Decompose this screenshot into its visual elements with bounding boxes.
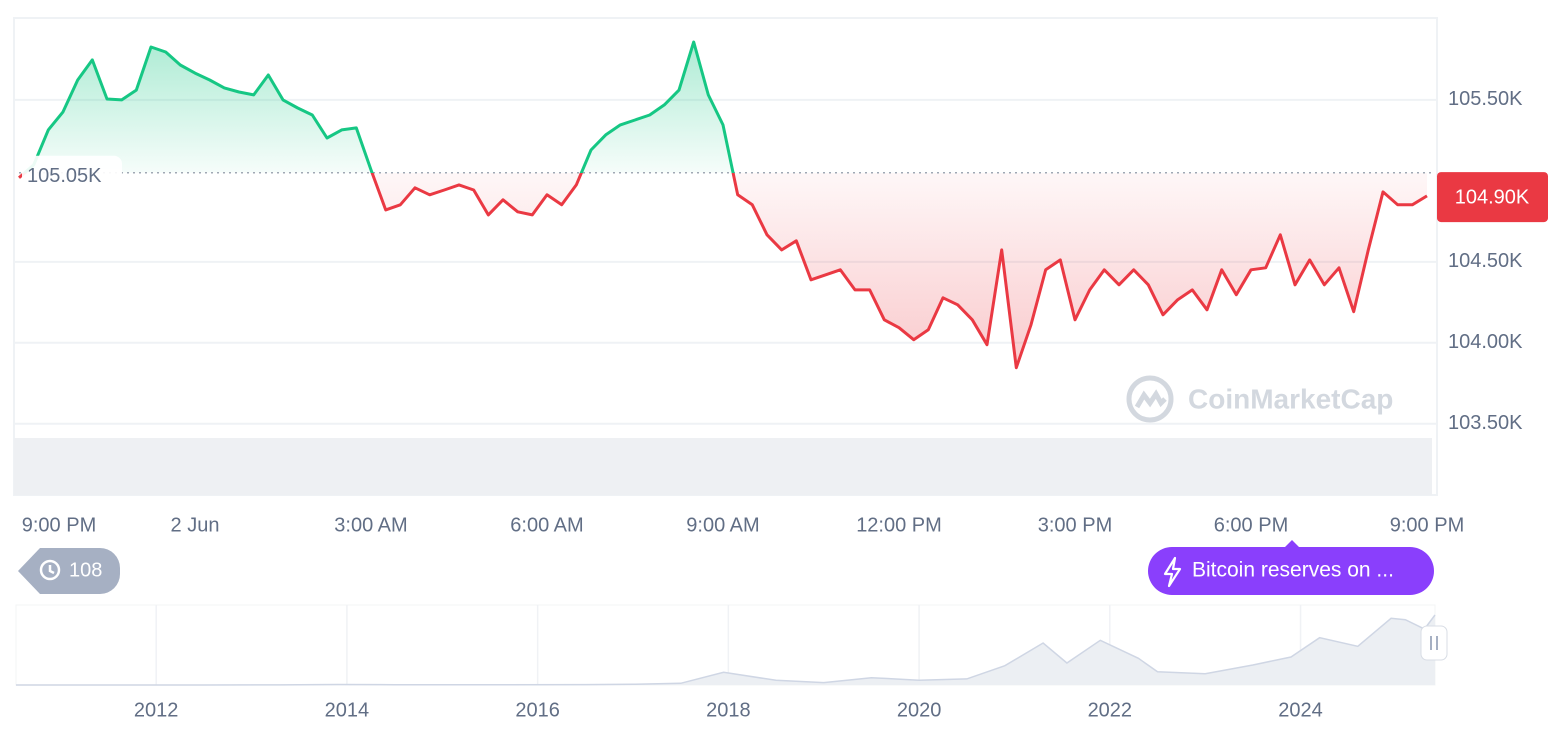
- watermark-logo: [1126, 375, 1174, 423]
- price-line: [18, 40, 1428, 370]
- nav-x-tick-label: 2022: [1088, 699, 1133, 721]
- events-count: 108: [69, 559, 102, 581]
- nav-area: [16, 615, 1435, 685]
- news-pill[interactable]: Bitcoin reserves on ...: [1148, 540, 1434, 595]
- y-tick-label: 105.50K: [1448, 88, 1523, 110]
- nav-x-tick-label: 2012: [134, 699, 179, 721]
- x-tick-label: 9:00 AM: [686, 514, 759, 536]
- y-tick-label: 104.50K: [1448, 250, 1523, 272]
- nav-x-tick-label: 2018: [706, 699, 751, 721]
- nav-x-tick-label: 2020: [897, 699, 942, 721]
- nav-x-tick-label: 2014: [325, 699, 370, 721]
- navigator-handle[interactable]: [1420, 625, 1448, 661]
- y-tick-label: 103.50K: [1448, 412, 1523, 434]
- x-tick-label: 2 Jun: [171, 514, 220, 536]
- x-tick-label: 3:00 PM: [1038, 514, 1112, 536]
- price-area: [19, 42, 1427, 368]
- nav-x-tick-label: 2016: [515, 699, 560, 721]
- news-label: Bitcoin reserves on ...: [1192, 559, 1394, 582]
- nav-x-tick-label: 2024: [1278, 699, 1323, 721]
- volume-band: [14, 438, 1432, 495]
- x-tick-label: 6:00 PM: [1214, 514, 1288, 536]
- last-price-label: 104.90K: [1455, 186, 1530, 208]
- events-badge[interactable]: 108: [18, 548, 120, 594]
- x-tick-label: 12:00 PM: [856, 514, 942, 536]
- last-price-badge: [1437, 172, 1548, 223]
- nav-line: [16, 614, 1436, 686]
- x-tick-label: 6:00 AM: [510, 514, 583, 536]
- x-tick-label: 9:00 PM: [22, 514, 96, 536]
- y-tick-label: 104.00K: [1448, 331, 1523, 353]
- reference-label-box: [22, 155, 122, 190]
- reference-label: 105.05K: [27, 165, 102, 187]
- x-tick-label: 3:00 AM: [334, 514, 407, 536]
- x-tick-label: 9:00 PM: [1390, 514, 1464, 536]
- watermark: CoinMarketCap: [1188, 383, 1393, 414]
